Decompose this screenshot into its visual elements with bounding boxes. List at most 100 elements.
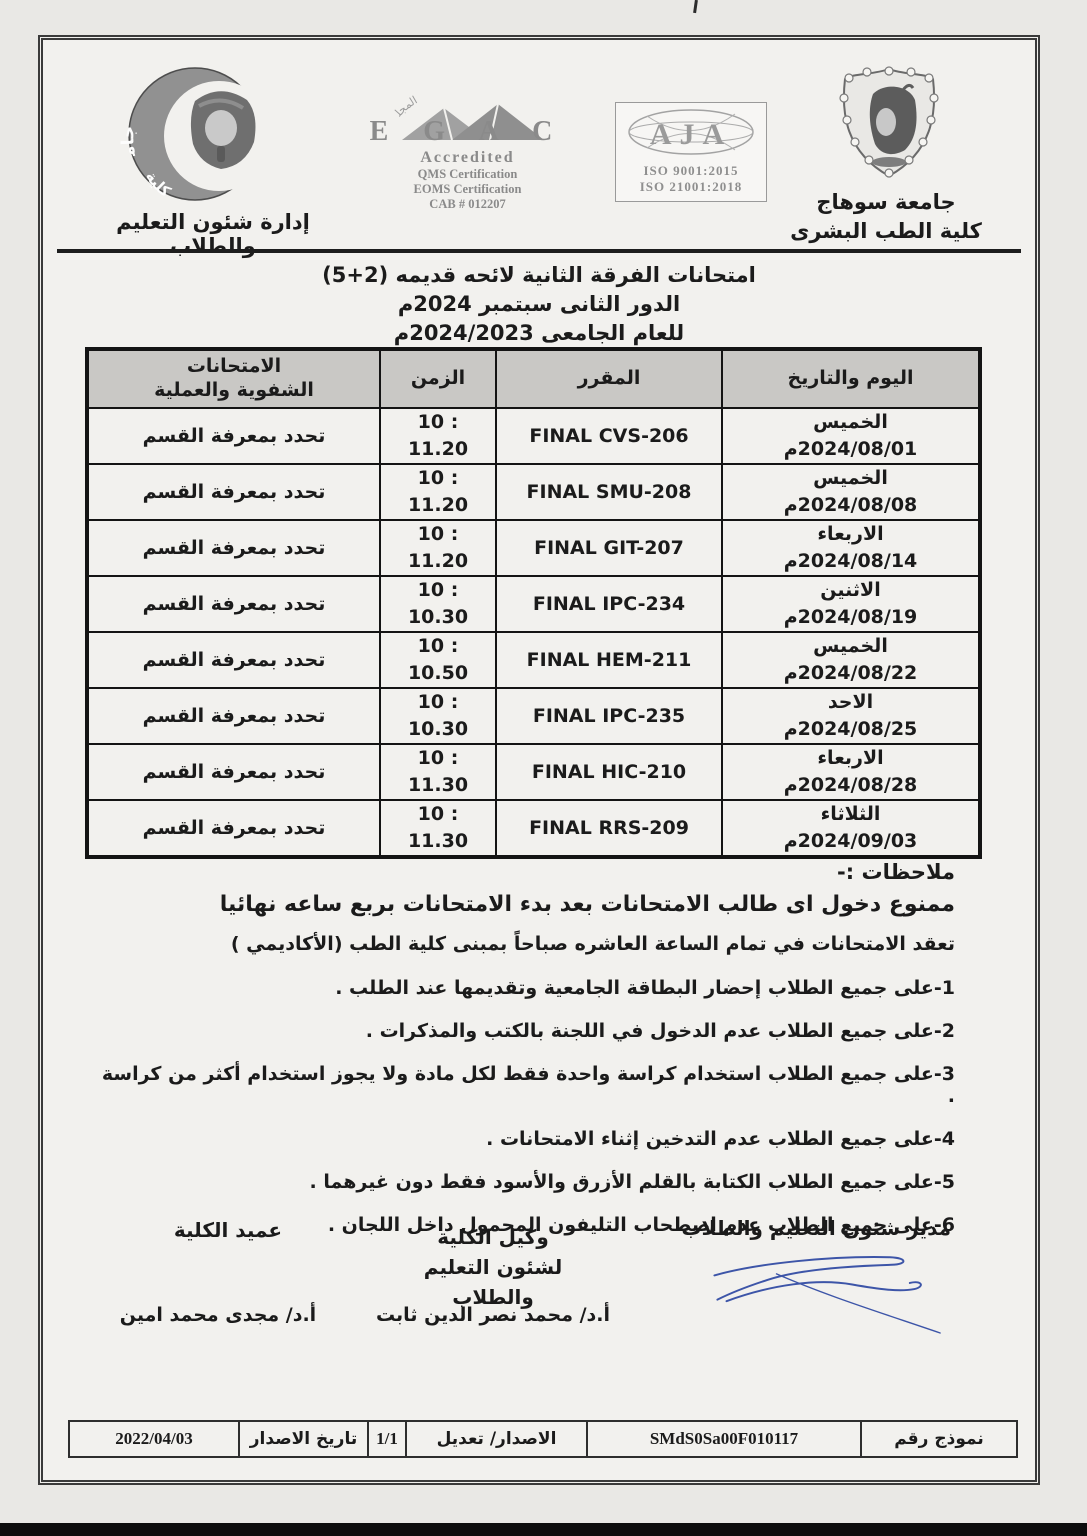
date-label: 2024/08/28م <box>783 774 918 796</box>
aja-iso1-label: ISO 9001:2015 <box>643 163 739 178</box>
cell-course: FINAL SMU-208 <box>495 463 723 521</box>
egac-accredited-label: Accredited <box>420 149 515 166</box>
scan-artifact-mark <box>693 0 698 14</box>
scan-bottom-edge <box>0 1523 1087 1536</box>
cell-time: 10 : 10.50 <box>379 631 497 689</box>
cell-oral-practical: تحدد بمعرفة القسم <box>86 575 381 633</box>
university-name: جامعة سوهاج <box>816 190 956 214</box>
column-oral-practical: الامتحانات الشفوية والعملية <box>86 348 381 409</box>
issue-date-value: 2022/04/03 <box>68 1420 240 1458</box>
column-day-date: اليوم والتاريخ <box>721 348 981 409</box>
cell-course: FINAL IPC-234 <box>495 575 723 633</box>
date-label: 2024/08/14م <box>783 550 918 572</box>
table-row: الاحد 2024/08/25م FINAL IPC-235 10 : 10.… <box>86 687 981 745</box>
note-item: 3-على جميع الطلاب استخدام كراسة واحدة فق… <box>101 1063 955 1107</box>
egac-qms-line: QMS Certification <box>417 167 518 181</box>
table-row: الخميس 2024/08/22م FINAL HEM-211 10 : 10… <box>86 631 981 689</box>
notes-list: 1-على جميع الطلاب إحضار البطاقة الجامعية… <box>98 977 955 1236</box>
cell-day-date: الاثنين 2024/08/19م <box>721 575 981 633</box>
faculty-name: كلية الطب البشرى <box>790 219 982 244</box>
sohag-faculty-of-medicine-logo-icon: جامعة سوهاج كلية الطب <box>95 56 274 201</box>
egac-cab-line: CAB # 012207 <box>429 197 506 211</box>
day-label: الخميس <box>813 411 888 434</box>
cell-time: 10 : 10.30 <box>379 687 497 745</box>
signatures-section: مدير شئون التعليم والطلاب وكيل الكلية لش… <box>43 1210 1035 1425</box>
cell-oral-practical: تحدد بمعرفة القسم <box>86 407 381 465</box>
logo-arc-top-text: جامعة سوهاج <box>95 56 140 159</box>
cell-day-date: الخميس 2024/08/22م <box>721 631 981 689</box>
dean-name: أ.د/ مجدى محمد امين <box>119 1304 317 1326</box>
note-item: 1-على جميع الطلاب إحضار البطاقة الجامعية… <box>335 977 955 999</box>
day-label: الاثنين <box>820 579 881 602</box>
table-body: الخميس 2024/08/01م FINAL CVS-206 10 : 11… <box>86 407 981 858</box>
egac-accreditation-stamp: المجلس الوطني للاعتماد E G A C Accredite… <box>360 72 570 212</box>
day-label: الاربعاء <box>817 747 884 770</box>
form-info-table: نموذج رقم SMdS0Sa00F010117 الاصدار/ تعدي… <box>68 1420 1018 1458</box>
title-line-3: للعام الجامعى 2024/2023م <box>393 321 685 345</box>
cell-day-date: الخميس 2024/08/08م <box>721 463 981 521</box>
issue-value: 1/1 <box>367 1420 407 1458</box>
cell-day-date: الاربعاء 2024/08/28م <box>721 743 981 801</box>
faculty-shield-icon <box>839 66 939 178</box>
cell-oral-practical: تحدد بمعرفة القسم <box>86 799 381 858</box>
note-item: 4-على جميع الطلاب عدم التدخين إثناء الام… <box>486 1128 955 1150</box>
director-signature-ink <box>713 1256 941 1334</box>
cell-course: FINAL IPC-235 <box>495 687 723 745</box>
dean-title: عميد الكلية <box>173 1218 283 1242</box>
egac-letters: E G A C <box>369 116 566 147</box>
exam-schedule-table: اليوم والتاريخ المقرر الزمن الامتحانات ا… <box>85 347 982 859</box>
cell-course: FINAL HIC-210 <box>495 743 723 801</box>
header-divider <box>57 249 1021 253</box>
table-row: الخميس 2024/08/01م FINAL CVS-206 10 : 11… <box>86 407 981 465</box>
notes-time-place-line: تعقد الامتحانات في تمام الساعة العاشره ص… <box>230 933 955 955</box>
page-frame: جامعة سوهاج كلية الطب إدارة شئون التعليم… <box>38 35 1040 1485</box>
date-label: 2024/09/03م <box>783 830 918 852</box>
form-number-value: SMdS0Sa00F010117 <box>586 1420 862 1458</box>
form-info-row: نموذج رقم SMdS0Sa00F010117 الاصدار/ تعدي… <box>68 1420 1018 1458</box>
egac-arc-text: المجلس الوطني للاعتماد <box>360 72 419 120</box>
department-title: إدارة شئون التعليم والطلاب <box>116 210 310 258</box>
cell-day-date: الثلاثاء 2024/09/03م <box>721 799 981 858</box>
cell-day-date: الخميس 2024/08/01م <box>721 407 981 465</box>
aja-globe-icon: AJA <box>628 109 754 155</box>
column-time: الزمن <box>379 348 497 409</box>
vice-dean-title-line2: لشئون التعليم والطلاب <box>423 1255 563 1309</box>
document-title: امتحانات الفرقة الثانية لائحه قديمه (2+5… <box>43 261 1035 348</box>
cell-course: FINAL HEM-211 <box>495 631 723 689</box>
table-row: الاربعاء 2024/08/28م FINAL HIC-210 10 : … <box>86 743 981 801</box>
cell-oral-practical: تحدد بمعرفة القسم <box>86 519 381 577</box>
cell-oral-practical: تحدد بمعرفة القسم <box>86 743 381 801</box>
note-item: 2-على جميع الطلاب عدم الدخول في اللجنة ب… <box>365 1020 955 1042</box>
cell-oral-practical: تحدد بمعرفة القسم <box>86 463 381 521</box>
director-title: مدير شئون التعليم والطلاب <box>681 1216 951 1240</box>
day-label: الاحد <box>827 691 874 714</box>
table-row: الثلاثاء 2024/09/03م FINAL RRS-209 10 : … <box>86 799 981 858</box>
cell-day-date: الاربعاء 2024/08/14م <box>721 519 981 577</box>
cell-time: 10 : 11.30 <box>379 799 497 858</box>
column-course: المقرر <box>495 348 723 409</box>
issue-date-label: تاريخ الاصدار <box>238 1420 369 1458</box>
day-label: الخميس <box>813 467 888 490</box>
aja-iso-stamp: AJA ISO 9001:2015 ISO 21001:2018 <box>615 102 767 202</box>
day-label: الاربعاء <box>817 523 884 546</box>
notes-heading: ملاحظات :- <box>837 860 955 884</box>
cell-oral-practical: تحدد بمعرفة القسم <box>86 631 381 689</box>
table-row: الخميس 2024/08/08م FINAL SMU-208 10 : 11… <box>86 463 981 521</box>
egac-pyramid-icon: المجلس الوطني للاعتماد E G A C <box>360 72 566 147</box>
vice-dean-name: أ.د/ محمد نصر الدين ثابت <box>375 1304 611 1326</box>
date-label: 2024/08/25م <box>783 718 918 740</box>
notes-section: ملاحظات :- ممنوع دخول اى طالب الامتحانات… <box>98 860 955 1257</box>
cell-course: FINAL GIT-207 <box>495 519 723 577</box>
day-label: الثلاثاء <box>820 803 881 826</box>
date-label: 2024/08/08م <box>783 494 918 516</box>
form-number-label: نموذج رقم <box>860 1420 1018 1458</box>
date-label: 2024/08/19م <box>783 606 918 628</box>
title-line-2: الدور الثانى سبتمبر 2024م <box>397 292 681 316</box>
cell-time: 10 : 11.30 <box>379 743 497 801</box>
egac-eoms-line: EOMS Certification <box>413 182 522 196</box>
cell-course: FINAL CVS-206 <box>495 407 723 465</box>
aja-iso2-label: ISO 21001:2018 <box>639 179 743 194</box>
svg-text:المجلس الوطني للاعتماد: المجلس الوطني للاعتماد <box>368 82 420 120</box>
notes-warning-line: ممنوع دخول اى طالب الامتحانات بعد بدء ال… <box>219 892 955 917</box>
